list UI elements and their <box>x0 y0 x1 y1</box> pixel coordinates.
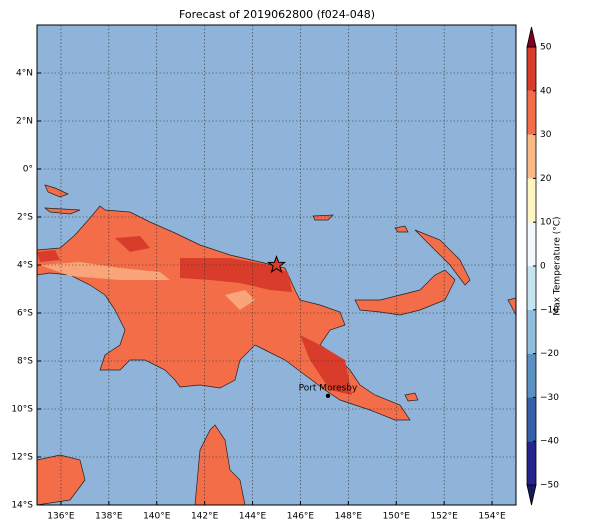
island <box>43 207 81 215</box>
colorbar-segment <box>527 441 536 485</box>
colorbar-segment <box>527 266 536 310</box>
x-tick-label: 142°E <box>191 512 219 522</box>
colorbar-tick-label: −50 <box>540 481 559 491</box>
map-title: Forecast of 2019062800 (f024-048) <box>179 8 375 21</box>
colorbar-segment <box>527 222 536 266</box>
y-tick-label: 2°N <box>16 117 33 127</box>
colorbar-tick-label: −40 <box>540 437 559 447</box>
y-tick-label: 8°S <box>17 357 33 367</box>
island <box>394 225 409 233</box>
colorbar-segment <box>527 134 536 179</box>
colorbar-segment <box>527 47 536 91</box>
city-label: Port Moresby <box>299 383 358 393</box>
warm-patch <box>115 236 150 252</box>
y-tick-label: 12°S <box>11 453 33 463</box>
cool-patch <box>40 262 170 280</box>
colorbar-segment <box>527 397 536 442</box>
colorbar-tick-label: 50 <box>540 43 552 53</box>
warm-patch <box>180 258 292 292</box>
warm-patch <box>37 250 60 262</box>
y-tick-label: 2°S <box>17 213 33 223</box>
warm-patch <box>300 335 352 395</box>
australia-cape <box>194 424 246 506</box>
colorbar-tick-label: −10 <box>540 305 559 315</box>
city-marker <box>325 393 331 398</box>
y-tick-label: 14°S <box>11 501 33 511</box>
new-ireland <box>414 229 471 286</box>
colorbar-tick-label: −20 <box>540 349 559 359</box>
star-marker <box>266 255 287 274</box>
x-tick-label: 154°E <box>478 512 506 522</box>
colorbar-segment <box>527 90 536 135</box>
colorbar-extend-over <box>526 26 537 48</box>
colorbar-tick-label: 10 <box>540 218 552 228</box>
y-tick-label: 4°N <box>16 69 33 79</box>
colorbar-tick-label: −30 <box>540 393 559 403</box>
island <box>44 184 69 198</box>
x-tick-label: 146°E <box>287 512 315 522</box>
x-tick-label: 138°E <box>95 512 123 522</box>
grid <box>37 25 516 506</box>
colorbar-segment <box>527 309 536 354</box>
y-tick-label: 0° <box>23 165 33 175</box>
new-britain <box>354 269 456 316</box>
cool-patch <box>225 290 255 310</box>
colorbar-segment <box>527 353 536 398</box>
x-tick-label: 144°E <box>239 512 267 522</box>
x-tick-label: 150°E <box>383 512 411 522</box>
colorbar-segment <box>527 178 536 223</box>
x-tick-label: 148°E <box>335 512 363 522</box>
y-tick-label: 4°S <box>17 261 33 271</box>
colorbar-label: Max Temperature (°C) <box>553 216 563 315</box>
colorbar-tick-label: 20 <box>540 174 552 184</box>
island <box>404 392 419 402</box>
colorbar-tick-label: 0 <box>540 262 546 272</box>
x-tick-label: 152°E <box>430 512 458 522</box>
x-tick-label: 140°E <box>143 512 171 522</box>
colorbar-tick-label: 30 <box>540 130 552 140</box>
island <box>312 214 334 221</box>
y-tick-label: 6°S <box>17 309 33 319</box>
y-tick-label: 10°S <box>11 405 33 415</box>
colorbar-extend-under <box>526 484 537 506</box>
colorbar-tick-label: 40 <box>540 86 552 96</box>
x-tick-label: 136°E <box>47 512 75 522</box>
